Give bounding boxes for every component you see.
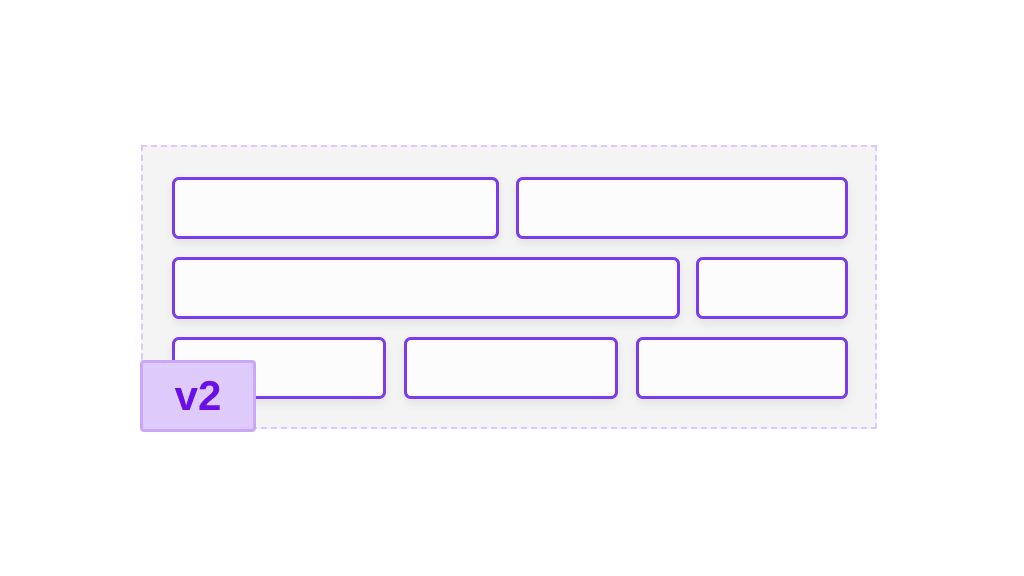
- box-row3-col2: [404, 337, 618, 399]
- box-row1-col1: [172, 177, 499, 239]
- box-row2-col1: [172, 257, 680, 319]
- version-badge: v2: [140, 360, 256, 432]
- box-row3-col3: [636, 337, 848, 399]
- version-label: v2: [174, 372, 222, 419]
- box-row1-col2: [516, 177, 848, 239]
- box-row2-col2: [696, 257, 848, 319]
